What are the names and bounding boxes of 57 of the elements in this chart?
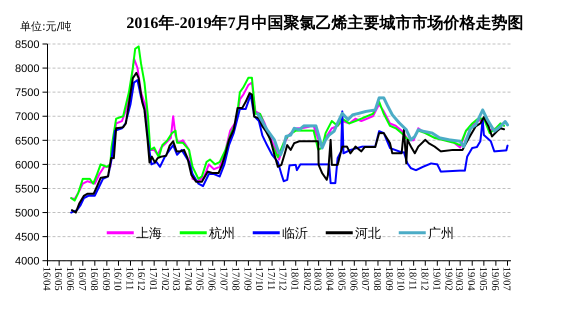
x-tick-label: 16/05 xyxy=(52,266,64,291)
y-tick-label: 6500 xyxy=(15,135,40,148)
legend-label: 临沂 xyxy=(282,226,308,242)
y-tick-label: 4000 xyxy=(15,256,40,268)
y-tick-label: 7500 xyxy=(15,87,40,100)
x-tick-label: 18/07 xyxy=(358,266,370,291)
x-tick-label: 17/06 xyxy=(206,266,217,291)
x-tick-label: 16/07 xyxy=(76,266,87,291)
x-tick-label: 19/04 xyxy=(465,266,476,292)
x-tick-label: 16/11 xyxy=(124,266,135,290)
x-tick-label: 16/04 xyxy=(40,266,52,292)
x-tick-label: 18/08 xyxy=(370,266,382,291)
x-tick-label: 18/11 xyxy=(406,266,418,290)
x-tick-label: 17/08 xyxy=(229,266,240,291)
x-tick-label: 18/05 xyxy=(335,266,346,291)
x-tick-label: 16/08 xyxy=(88,266,99,291)
legend-label: 上海 xyxy=(136,226,162,242)
x-tick-label: 17/10 xyxy=(253,266,264,291)
x-tick-label: 16/09 xyxy=(100,266,111,291)
y-tick-label: 4500 xyxy=(15,232,40,244)
x-tick-label: 19/02 xyxy=(442,266,454,291)
x-tick-label: 19/03 xyxy=(453,266,464,291)
x-tick-label: 18/04 xyxy=(324,266,335,292)
y-tick-label: 5500 xyxy=(15,183,40,196)
x-tick-label: 18/09 xyxy=(382,266,394,291)
x-tick-label: 17/07 xyxy=(217,266,228,291)
x-tick-label: 17/11 xyxy=(265,266,276,290)
x-tick-label: 18/01 xyxy=(288,266,300,291)
chart-title: 2016年-2019年7月中国聚氯乙烯主要城市市场价格走势图 xyxy=(126,13,524,32)
y-tick-label: 6000 xyxy=(15,159,40,172)
y-axis-title: 单位:元/吨 xyxy=(20,20,72,33)
x-tick-label: 19/01 xyxy=(430,266,442,291)
y-tick-label: 8000 xyxy=(15,63,40,76)
x-tick-label: 19/05 xyxy=(476,266,488,291)
x-tick-label: 18/10 xyxy=(394,266,406,291)
x-tick-label: 19/06 xyxy=(488,266,500,291)
x-tick-label: 17/01 xyxy=(147,266,158,291)
y-tick-label: 8500 xyxy=(15,39,40,51)
y-tick-label: 5000 xyxy=(15,208,40,220)
x-tick-label: 18/06 xyxy=(347,266,358,291)
legend-label: 河北 xyxy=(354,226,381,242)
x-tick-label: 17/12 xyxy=(276,266,288,291)
x-tick-label: 17/02 xyxy=(159,266,170,291)
x-tick-label: 17/09 xyxy=(241,266,252,291)
x-tick-label: 18/03 xyxy=(312,266,323,291)
x-tick-label: 17/05 xyxy=(194,266,205,291)
x-tick-label: 18/12 xyxy=(418,266,430,291)
x-tick-label: 17/04 xyxy=(182,266,194,292)
x-tick-label: 18/02 xyxy=(300,266,312,291)
x-tick-label: 17/03 xyxy=(170,266,182,291)
legend-label: 杭州 xyxy=(208,226,235,242)
x-tick-label: 19/07 xyxy=(500,266,512,291)
y-tick-label: 7000 xyxy=(15,111,40,124)
legend-label: 广州 xyxy=(428,226,454,242)
x-tick-label: 16/10 xyxy=(111,266,122,291)
x-tick-label: 16/06 xyxy=(64,266,76,291)
x-tick-label: 16/12 xyxy=(135,266,146,291)
